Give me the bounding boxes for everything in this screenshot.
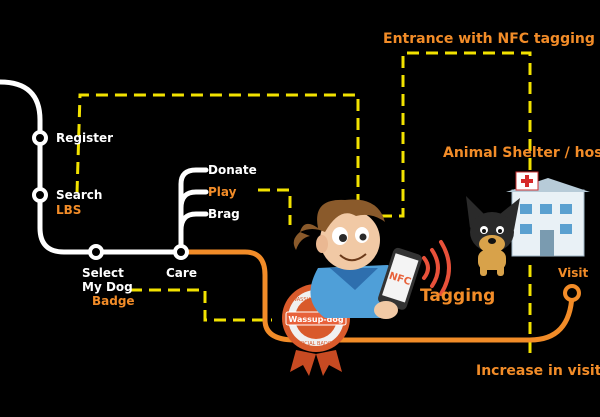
label-play: Play <box>208 185 237 199</box>
label-animal-shelter: Animal Shelter / hospital <box>443 145 600 161</box>
node-select <box>88 244 104 260</box>
label-visit: Visit <box>558 266 589 280</box>
label-care: Care <box>166 266 197 280</box>
nfc-signal-icon <box>422 240 451 296</box>
badge-ring-bottom: SOCIAL BADGE <box>297 341 335 347</box>
dog-icon <box>466 196 520 276</box>
dashed-connectors <box>75 51 532 360</box>
node-register <box>32 130 48 146</box>
dashed-search-to-play <box>75 93 360 248</box>
dashed-play-to-character <box>258 188 292 225</box>
white-branch-donate <box>178 167 209 255</box>
man-with-phone-icon: NFC <box>293 199 422 319</box>
label-entrance-nfc: Entrance with NFC tagging <box>383 31 595 47</box>
label-search: Search <box>56 188 103 202</box>
node-visit <box>563 284 581 302</box>
label-search-lbs: LBS <box>56 203 82 217</box>
label-register: Register <box>56 131 114 145</box>
white-route <box>0 79 209 255</box>
white-branch-play <box>178 189 209 211</box>
label-tagging: Tagging <box>420 286 496 306</box>
orange-route <box>178 249 575 343</box>
station-nodes <box>32 130 581 302</box>
node-care <box>173 244 189 260</box>
label-select-my-dog: Select My Dog <box>82 266 133 294</box>
label-badge: Badge <box>92 294 135 308</box>
label-donate: Donate <box>208 163 257 177</box>
badge-brand-text: Wassup-dog <box>288 315 343 324</box>
white-branch-brag <box>178 211 209 233</box>
label-increase-visitors: Increase in visitors <box>476 363 600 379</box>
node-search <box>32 187 48 203</box>
animal-hospital-icon <box>506 171 590 257</box>
dashed-badge-to-medal <box>130 288 272 322</box>
white-route-main <box>0 79 184 255</box>
label-brag: Brag <box>208 207 240 221</box>
